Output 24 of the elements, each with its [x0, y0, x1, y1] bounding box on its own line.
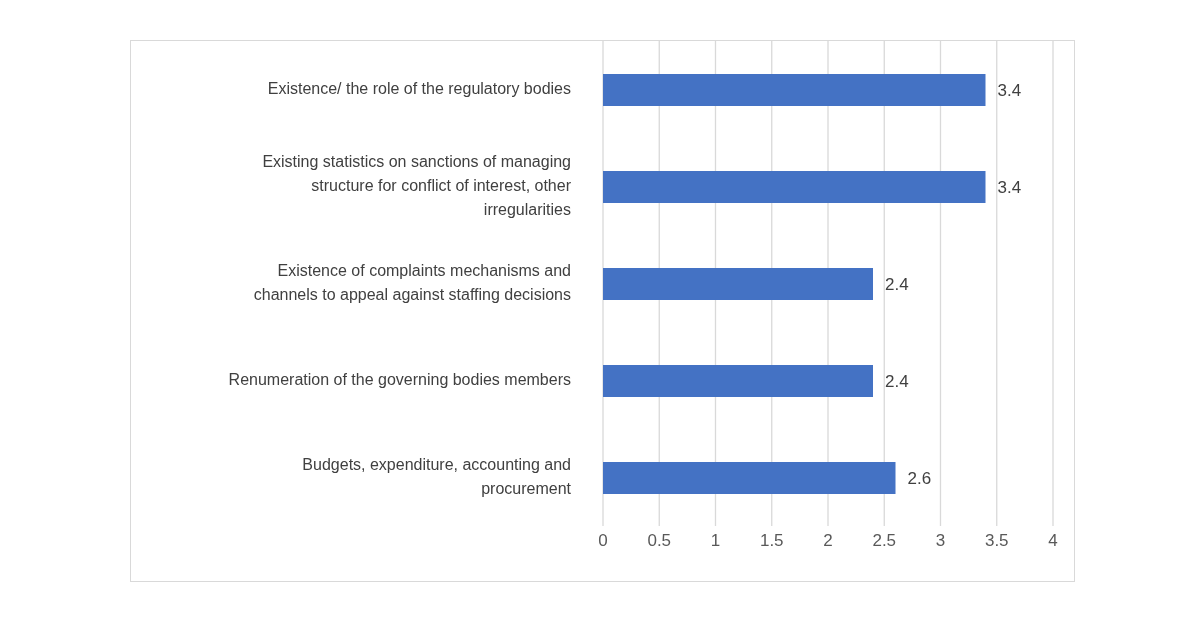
bar: [603, 462, 896, 494]
bar: [603, 171, 986, 203]
x-tick-label: 0.5: [647, 531, 672, 551]
y-tick-label: Existence of complaints mechanisms and channels to appeal against staffing decisions: [253, 261, 571, 303]
bar: [603, 268, 873, 300]
data-label: 3.4: [997, 178, 1022, 198]
y-tick-label: Budgets, expenditure, accounting and procurement: [302, 455, 572, 497]
data-label: 2.4: [885, 275, 909, 295]
x-tick-label: 3.5: [984, 531, 1009, 551]
y-tick-label: Renumeration of the governing bodies members: [228, 370, 571, 388]
x-tick-label: 1.5: [759, 531, 784, 551]
data-label: 2.6: [907, 469, 932, 489]
y-tick-label: Existence/ the role of the regulatory bodies: [267, 79, 571, 97]
x-tick-label: 0: [598, 531, 608, 551]
x-tick-label: 2.5: [872, 531, 897, 551]
data-label: 3.4: [997, 81, 1022, 101]
bar: [603, 74, 986, 106]
x-tick-label: 2: [823, 531, 833, 551]
x-tick-label: 1: [710, 531, 721, 551]
y-tick-label: Existing statistics on sanctions of managing structure for conflict of interest, other irregularities: [262, 152, 572, 218]
x-tick-label: 4: [1048, 531, 1058, 551]
bar: [603, 365, 873, 397]
x-tick-label: 3: [935, 531, 946, 551]
data-label: 2.4: [885, 372, 909, 392]
